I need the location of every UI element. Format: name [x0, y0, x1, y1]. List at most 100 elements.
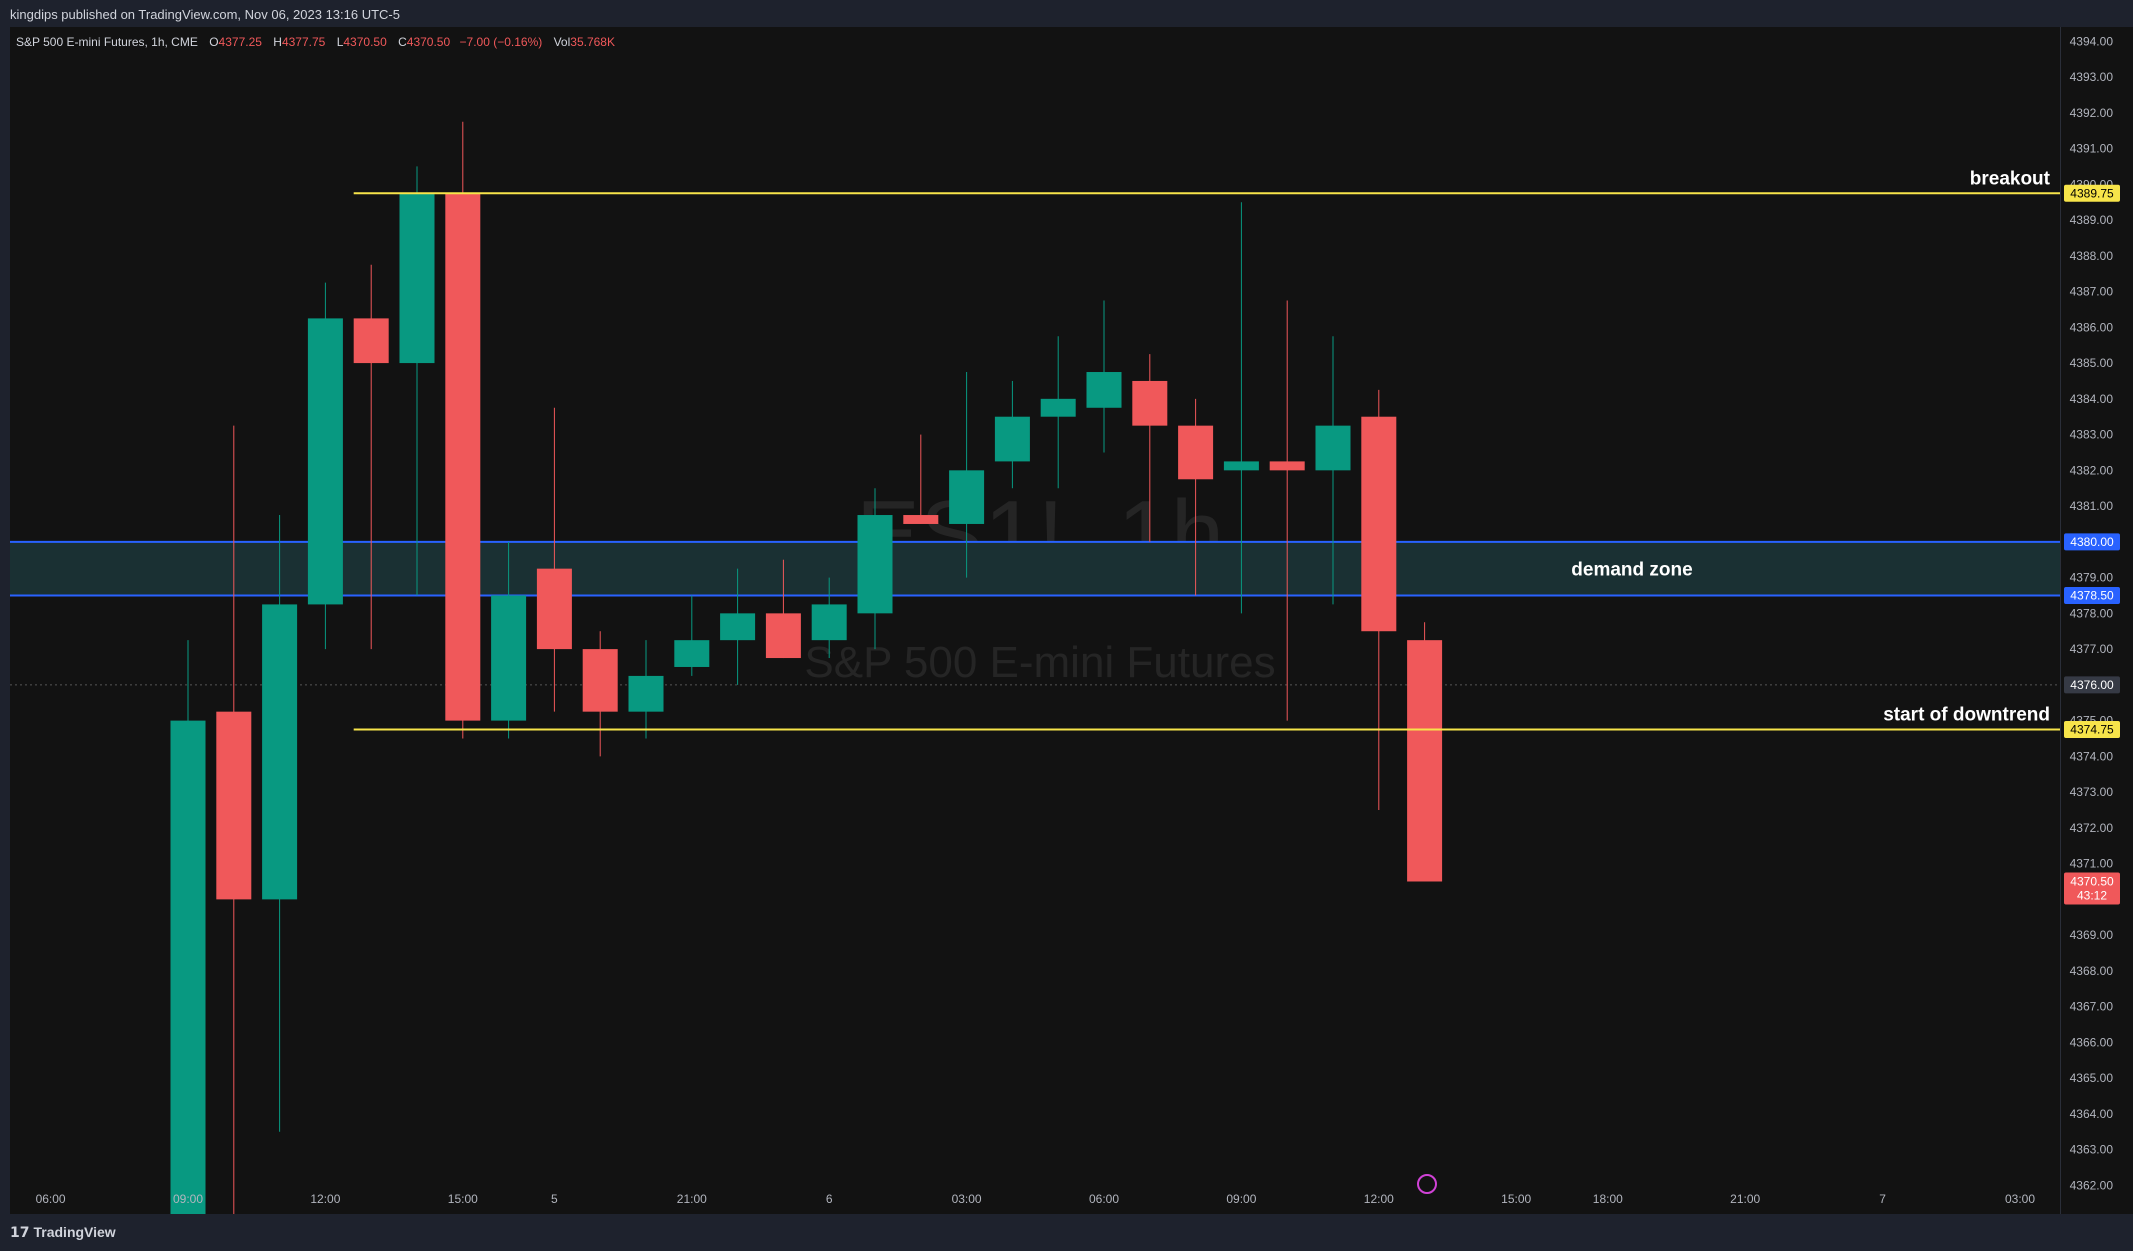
price-scale[interactable]: 4362.00 4363.00 4364.00 4365.00 4366.00 4367.… — [2060, 27, 2133, 1214]
price-tick-label: 4382.00 — [2070, 463, 2114, 477]
time-tick-label: 21:00 — [677, 1192, 707, 1206]
candle-body — [674, 640, 710, 667]
legend-low-label: L — [336, 35, 344, 49]
candle-body — [216, 711, 252, 900]
candle-body — [857, 515, 893, 614]
breakout-label: breakout — [1970, 168, 2051, 189]
price-tick-label: 4389.00 — [2070, 213, 2114, 227]
candle-body — [1040, 398, 1076, 417]
time-tick-label: 06:00 — [1089, 1192, 1119, 1206]
price-tick-label: 4378.00 — [2070, 606, 2114, 620]
price-tick-label: 4383.00 — [2070, 428, 2114, 442]
price-chart[interactable]: breakout start of downtrend demand zone 06:… — [10, 27, 2060, 1214]
price-tick-label: 4391.00 — [2070, 142, 2114, 156]
legend-close: 4370.50 — [406, 35, 451, 49]
price-tick-label: 4392.00 — [2070, 106, 2114, 120]
price-tick-label: 4372.00 — [2070, 821, 2114, 835]
price-tick-label: 4379.00 — [2070, 571, 2114, 585]
time-tick-label: 7 — [1879, 1192, 1886, 1206]
candle-body — [1086, 372, 1122, 408]
time-tick-label: 12:00 — [310, 1192, 340, 1206]
price-tick-label: 4377.00 — [2070, 642, 2114, 656]
price-tick-label: 4366.00 — [2070, 1035, 2114, 1049]
brand-name: TradingView — [33, 1224, 116, 1240]
price-tick-label: 4384.00 — [2070, 392, 2114, 406]
candle-body — [1315, 425, 1351, 471]
candle-body — [1269, 461, 1305, 471]
price-tick-label: 4373.00 — [2070, 785, 2114, 799]
legend-high: 4377.75 — [281, 35, 326, 49]
candle-body — [491, 595, 527, 721]
start-of-downtrend-label: start of downtrend — [1883, 705, 2050, 726]
price-tick-label: 4363.00 — [2070, 1143, 2114, 1157]
candle-body — [628, 675, 664, 712]
time-tick-label: 09:00 — [1226, 1192, 1256, 1206]
price-tick-label: 4394.00 — [2070, 34, 2114, 48]
time-tick-label: 15:00 — [1501, 1192, 1531, 1206]
tradingview-logo-icon: 17 — [10, 1225, 30, 1241]
legend-symbol: S&P 500 E-mini Futures, 1h, CME — [16, 35, 198, 49]
candle-body — [765, 613, 801, 659]
publish-info: kingdips published on TradingView.com, N… — [10, 7, 400, 22]
time-tick-label: 12:00 — [1364, 1192, 1394, 1206]
time-tick-label: 18:00 — [1593, 1192, 1623, 1206]
crosshair-price-badge-bg — [2064, 676, 2120, 694]
candle-body — [903, 515, 939, 524]
price-tick-label: 4386.00 — [2070, 320, 2114, 334]
downtrend-price-badge-bg — [2064, 721, 2120, 739]
time-tick-label: 21:00 — [1730, 1192, 1760, 1206]
candle-body — [399, 193, 435, 364]
price-tick-label: 4368.00 — [2070, 964, 2114, 978]
legend-low: 4370.50 — [343, 35, 387, 49]
price-tick-label: 4367.00 — [2070, 1000, 2114, 1014]
downtrend-price-badge: 4374.75 — [2070, 723, 2114, 737]
candle-body — [1178, 425, 1214, 480]
price-tick-label: 4362.00 — [2070, 1178, 2114, 1192]
zone-bottom-price-badge-bg — [2064, 586, 2120, 604]
legend-change: −7.00 (−0.16%) — [459, 35, 543, 49]
time-tick-label: 03:00 — [952, 1192, 982, 1206]
demand-zone-label: demand zone — [1571, 560, 1692, 581]
candle-body — [994, 416, 1030, 462]
breakout-price-badge: 4389.75 — [2070, 186, 2114, 200]
price-tick-label: 4369.00 — [2070, 928, 2114, 942]
candle-body — [811, 604, 847, 641]
demand-zone-fill — [10, 541, 2060, 596]
event-icon — [1417, 1174, 1437, 1194]
legend-vol-label: Vol — [553, 35, 571, 49]
last-price-badge: 4370.50 — [2070, 874, 2114, 888]
candle-body — [536, 568, 572, 650]
candle-body — [307, 318, 343, 605]
candle-body — [949, 470, 985, 524]
time-tick-label: 06:00 — [36, 1192, 66, 1206]
price-scale-labels: 4362.00 4363.00 4364.00 4365.00 4366.00 4367.… — [2064, 34, 2120, 1192]
chart-legend: S&P 500 E-mini Futures, 1h, CME O4377.25… — [16, 35, 615, 49]
price-tick-label: 4381.00 — [2070, 499, 2114, 513]
legend-open-label: O — [209, 35, 219, 49]
zone-top-price-badge-bg — [2064, 533, 2120, 551]
legend-high-label: H — [273, 35, 282, 49]
candle-body — [445, 193, 481, 721]
price-tick-label: 4371.00 — [2070, 857, 2114, 871]
crosshair-price-badge: 4376.00 — [2070, 678, 2114, 692]
last-price-badge-bg — [2064, 872, 2120, 905]
time-tick-label: 5 — [551, 1192, 558, 1206]
price-tick-label: 4387.00 — [2070, 285, 2114, 299]
footer: 17 TradingView — [0, 1214, 2133, 1251]
zone-bottom-price-badge: 4378.50 — [2070, 588, 2114, 602]
candle-body — [353, 318, 389, 364]
chart-pane[interactable]: ES1!, 1h S&P 500 E-mini Futures breakout… — [10, 27, 2060, 1214]
legend-close-label: C — [398, 35, 407, 49]
candle-body — [720, 613, 756, 641]
time-tick-label: 09:00 — [173, 1192, 203, 1206]
candle-body — [1223, 461, 1259, 471]
price-tick-label: 4365.00 — [2070, 1071, 2114, 1085]
bar-countdown: 43:12 — [2077, 888, 2107, 902]
candle-body — [1407, 640, 1443, 882]
price-tick-label: 4385.00 — [2070, 356, 2114, 370]
publish-header: kingdips published on TradingView.com, N… — [0, 0, 2133, 27]
candle-body — [1361, 416, 1397, 632]
candle-body — [582, 649, 618, 712]
price-tick-label: 4393.00 — [2070, 70, 2114, 84]
time-tick-label: 03:00 — [2005, 1192, 2035, 1206]
